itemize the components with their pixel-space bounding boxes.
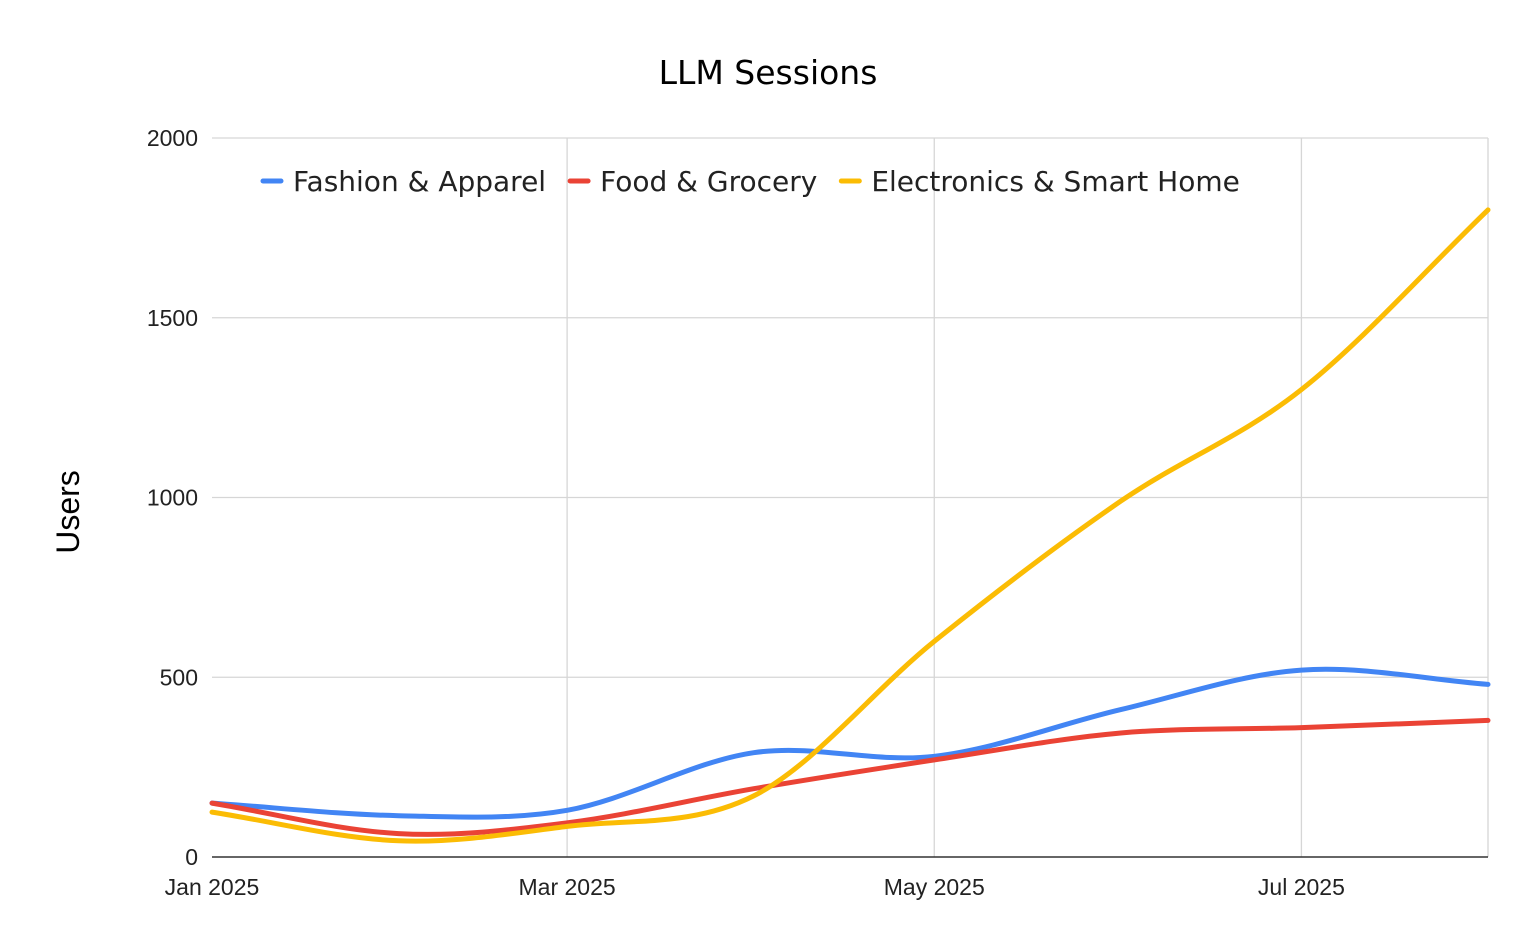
legend-label-food-grocery: Food & Grocery (600, 165, 817, 198)
series-line-electronics-smart-home (209, 207, 1491, 844)
y-tick-label: 500 (160, 664, 198, 690)
x-tick-label: Jul 2025 (1258, 874, 1345, 900)
x-tick-label: Mar 2025 (519, 874, 616, 900)
legend-label-electronics-smart-home: Electronics & Smart Home (871, 165, 1240, 198)
chart-title: LLM Sessions (659, 53, 878, 92)
y-tick-label: 1500 (147, 305, 198, 331)
series-line-fashion-apparel (209, 666, 1491, 820)
y-axis-label: Users (50, 470, 86, 554)
y-tick-label: 0 (185, 844, 198, 870)
y-tick-label: 1000 (147, 485, 198, 511)
y-axis-ticks: 0 500 1000 1500 2000 (147, 125, 198, 870)
legend: Fashion & Apparel Food & Grocery Electroni… (260, 165, 1240, 198)
series-lines (209, 207, 1491, 844)
x-axis-ticks: Jan 2025 Mar 2025 May 2025 Jul 2025 (165, 874, 1345, 900)
x-tick-label: May 2025 (884, 874, 985, 900)
series-line-food-grocery (209, 717, 1491, 837)
y-tick-label: 2000 (147, 125, 198, 151)
x-tick-label: Jan 2025 (165, 874, 260, 900)
legend-label-fashion-apparel: Fashion & Apparel (293, 165, 546, 198)
grid (212, 137, 1489, 857)
